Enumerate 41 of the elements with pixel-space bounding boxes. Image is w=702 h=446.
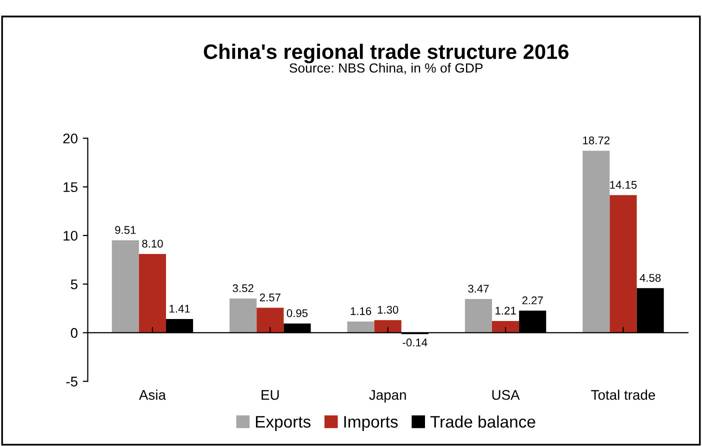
data-label: 2.57 (260, 293, 280, 302)
x-tick-label: EU (262, 390, 279, 400)
y-tick-label: 5 (70, 280, 78, 290)
x-tick-label: Japan (369, 390, 406, 403)
bar (112, 240, 139, 333)
data-label: 0.95 (286, 309, 308, 318)
data-label: 1.16 (350, 307, 372, 316)
data-label: 18.72 (583, 136, 610, 144)
data-label: 1.30 (378, 306, 398, 314)
data-label: 2.27 (522, 296, 543, 304)
data-label: 3.47 (468, 284, 489, 293)
data-label: 1.41 (170, 304, 190, 313)
data-label: 8.10 (142, 240, 163, 248)
y-tick-label: 15 (64, 182, 78, 192)
data-label: 4.58 (640, 274, 661, 282)
x-tick-label: Asia (139, 390, 166, 400)
chart-subtitle: Source: NBS China, in % of GDP (290, 62, 483, 74)
data-label: 9.51 (115, 226, 136, 234)
data-label: 3.52 (232, 284, 254, 292)
legend-label: Trade balance (430, 415, 536, 428)
bar (492, 320, 520, 333)
bar (256, 308, 284, 333)
bar (374, 320, 402, 333)
bar (464, 298, 492, 333)
bar (230, 298, 257, 333)
x-tick-label: USA (492, 390, 520, 400)
legend-label: Exports (256, 416, 311, 431)
data-label: -0.14 (402, 338, 428, 346)
bar (610, 195, 637, 333)
legend-label: Imports (344, 416, 398, 431)
bar (582, 150, 610, 333)
y-tick-label: -5 (66, 376, 78, 386)
y-tick-label: 20 (63, 134, 78, 144)
bar (138, 254, 166, 333)
y-tick-label: 0 (70, 328, 78, 338)
data-label: 1.21 (496, 306, 516, 314)
x-tick-label: Total trade (591, 390, 656, 400)
bar (347, 321, 374, 333)
data-label: 14.15 (610, 181, 637, 189)
y-tick-label: 10 (64, 230, 78, 241)
chart-title: China's regional trade structure 2016 (204, 44, 568, 64)
